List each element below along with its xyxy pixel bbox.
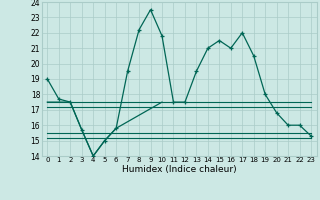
X-axis label: Humidex (Indice chaleur): Humidex (Indice chaleur) (122, 165, 236, 174)
